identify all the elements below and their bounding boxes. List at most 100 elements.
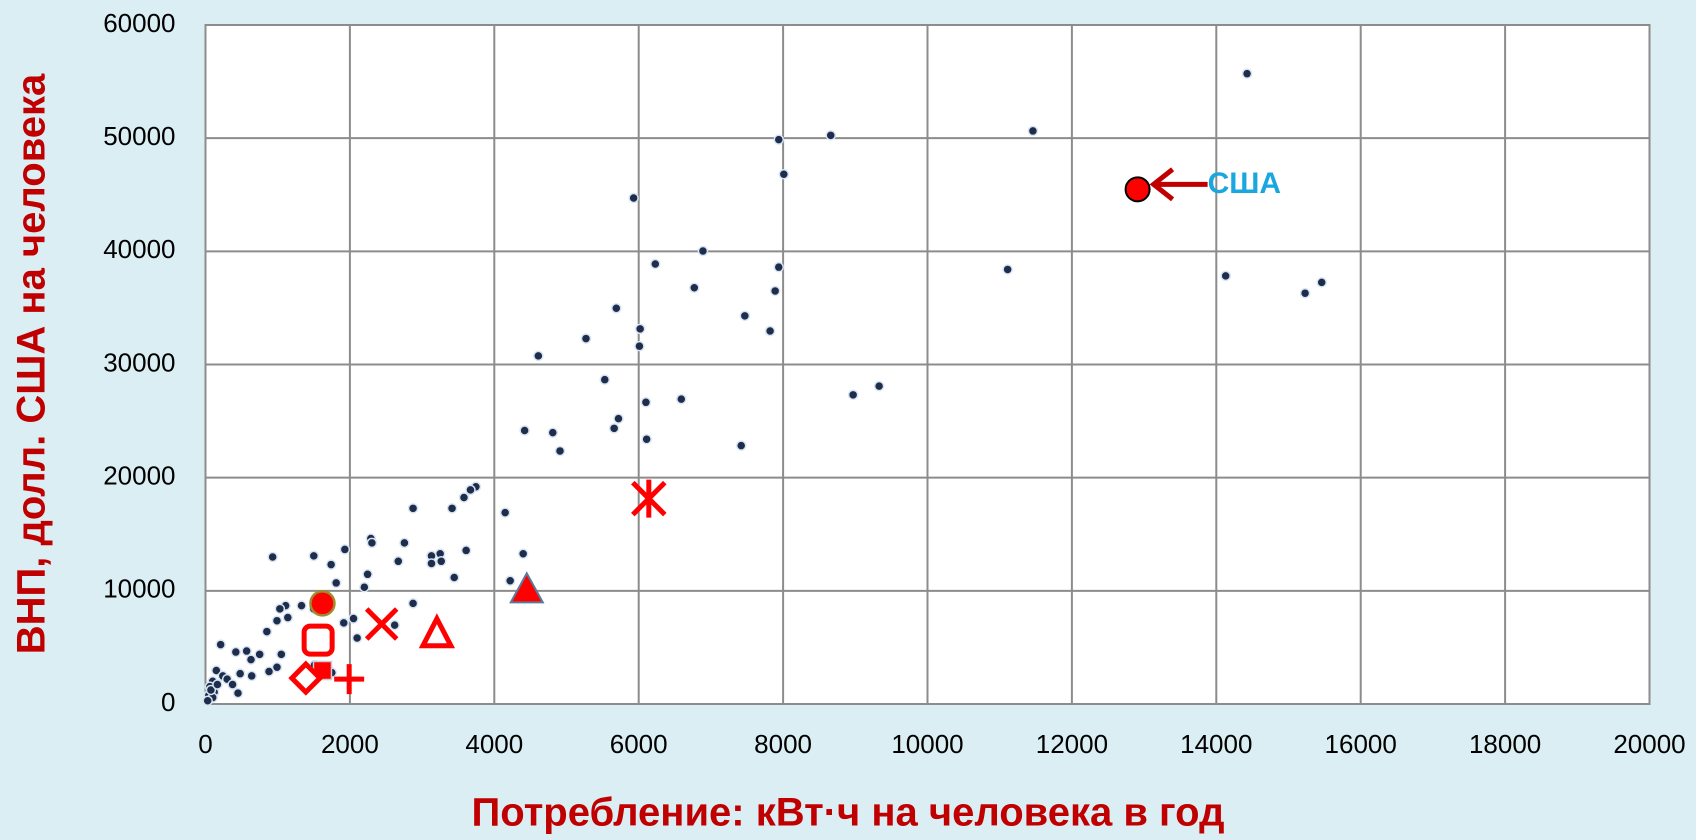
x-tick-label: 12000 <box>1036 729 1108 759</box>
point-shape <box>735 440 747 451</box>
point-shape <box>460 545 472 556</box>
point-shape <box>274 603 286 615</box>
point <box>689 282 700 294</box>
point-shape <box>241 645 252 657</box>
point-shape <box>499 507 511 518</box>
point <box>697 245 709 257</box>
point-shape <box>1241 68 1253 79</box>
point-shape <box>288 660 324 696</box>
point <box>608 423 620 434</box>
point <box>334 664 365 695</box>
point-shape <box>873 380 885 392</box>
point <box>254 649 265 660</box>
point-shape <box>282 612 294 623</box>
point <box>366 537 378 549</box>
point <box>769 285 781 297</box>
x-tick-label: 10000 <box>891 729 963 759</box>
point <box>232 687 244 699</box>
point-shape <box>773 261 785 273</box>
point-shape <box>227 679 238 690</box>
point <box>426 558 437 569</box>
point-shape <box>650 258 661 270</box>
point-shape <box>232 687 244 699</box>
point-shape <box>296 600 307 611</box>
point <box>773 134 785 145</box>
point <box>735 440 747 451</box>
x-tick-label: 2000 <box>321 729 379 759</box>
y-tick-label: 10000 <box>103 574 175 604</box>
point <box>282 612 294 623</box>
y-axis-title: ВНП, долл. США на человека <box>10 73 54 654</box>
point-shape <box>764 325 776 337</box>
point <box>362 569 373 580</box>
point <box>739 310 751 322</box>
point <box>448 572 460 583</box>
point-shape <box>215 639 226 650</box>
plot-border <box>204 24 1651 705</box>
x-tick-label: 20000 <box>1613 729 1685 759</box>
point <box>274 603 286 615</box>
point-shape <box>446 503 458 514</box>
point <box>288 660 324 696</box>
point-shape <box>435 556 447 567</box>
point-shape <box>407 598 419 609</box>
point-shape <box>366 537 378 549</box>
point <box>339 544 351 555</box>
point-shape <box>254 649 265 660</box>
point-shape <box>271 615 283 626</box>
point <box>418 613 456 649</box>
point <box>504 575 516 587</box>
point <box>458 492 470 503</box>
y-tick-label: 0 <box>161 687 175 717</box>
point-shape <box>230 646 242 658</box>
x-axis-title: Потребление: кВт·ч на человека в год <box>472 791 1225 835</box>
point-shape <box>1027 125 1039 137</box>
y-tick-label: 40000 <box>103 234 175 264</box>
point <box>325 559 337 570</box>
point <box>676 393 687 405</box>
point <box>435 556 447 567</box>
point-shape <box>554 445 566 457</box>
point <box>364 607 399 641</box>
point <box>873 380 885 392</box>
point <box>499 507 511 518</box>
point-shape <box>580 333 592 344</box>
annotation: США <box>1208 167 1281 200</box>
x-tick-label: 14000 <box>1180 729 1252 759</box>
point-shape <box>773 134 785 145</box>
y-tick-label: 20000 <box>103 461 175 491</box>
point <box>634 323 646 335</box>
point <box>460 545 472 556</box>
point <box>261 626 273 637</box>
point <box>407 503 419 514</box>
point <box>778 169 790 180</box>
point <box>641 433 652 445</box>
point <box>330 577 342 589</box>
point <box>276 649 287 660</box>
point <box>465 484 476 496</box>
point-shape <box>407 503 419 514</box>
point-shape <box>1124 176 1151 203</box>
point-shape <box>308 550 320 562</box>
point <box>348 613 359 624</box>
point-shape <box>339 544 351 555</box>
point-shape <box>245 654 257 665</box>
point-shape <box>547 427 559 438</box>
point <box>825 130 837 141</box>
point <box>359 581 370 593</box>
point <box>580 333 592 344</box>
point <box>399 537 410 549</box>
point-shape <box>769 285 781 297</box>
point-shape <box>778 169 790 180</box>
point-shape <box>611 303 622 314</box>
point-shape <box>211 665 222 676</box>
point-shape <box>364 607 399 641</box>
point-shape <box>426 558 437 569</box>
point-shape <box>519 425 530 436</box>
point <box>215 639 226 650</box>
point-shape <box>599 374 611 385</box>
point <box>634 340 645 352</box>
point <box>245 654 257 665</box>
y-tick-label: 60000 <box>103 8 175 38</box>
